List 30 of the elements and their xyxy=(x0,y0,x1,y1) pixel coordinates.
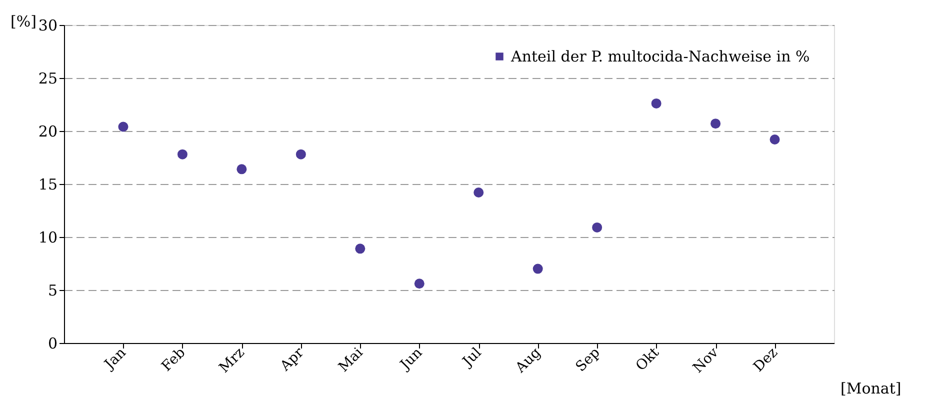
y-tick-label: 10 xyxy=(38,228,58,246)
x-tick-label: Sep xyxy=(572,344,604,376)
y-tick-label: 5 xyxy=(48,282,58,300)
y-tick-label: 0 xyxy=(48,334,58,352)
point xyxy=(592,222,602,232)
point xyxy=(355,244,366,254)
x-tick-label: Apr xyxy=(276,344,308,376)
point xyxy=(710,118,721,129)
point xyxy=(651,98,662,108)
x-axis-title: [Monat] xyxy=(840,380,902,398)
point xyxy=(770,134,780,144)
y-tick-label: 15 xyxy=(38,176,58,194)
point xyxy=(414,278,424,289)
point xyxy=(177,149,188,160)
y-tick-label: 30 xyxy=(38,16,58,34)
legend-label: Anteil der P. multocida-Nachweise in % xyxy=(510,48,810,66)
point xyxy=(532,264,543,274)
y-tick-label: 25 xyxy=(38,70,58,88)
x-tick-label: Jan xyxy=(100,344,130,374)
point xyxy=(118,122,128,132)
point xyxy=(236,164,247,174)
point xyxy=(296,149,306,160)
x-tick-label: Feb xyxy=(158,344,189,375)
point xyxy=(474,187,484,198)
y-tick-label: 20 xyxy=(38,122,58,140)
x-tick-label: Dez xyxy=(750,344,781,376)
x-tick-label: Okt xyxy=(633,344,663,374)
x-tick-label: Jul xyxy=(458,344,486,372)
x-tick-label: Jun xyxy=(396,344,426,374)
y-axis-title: [%] xyxy=(10,12,36,30)
